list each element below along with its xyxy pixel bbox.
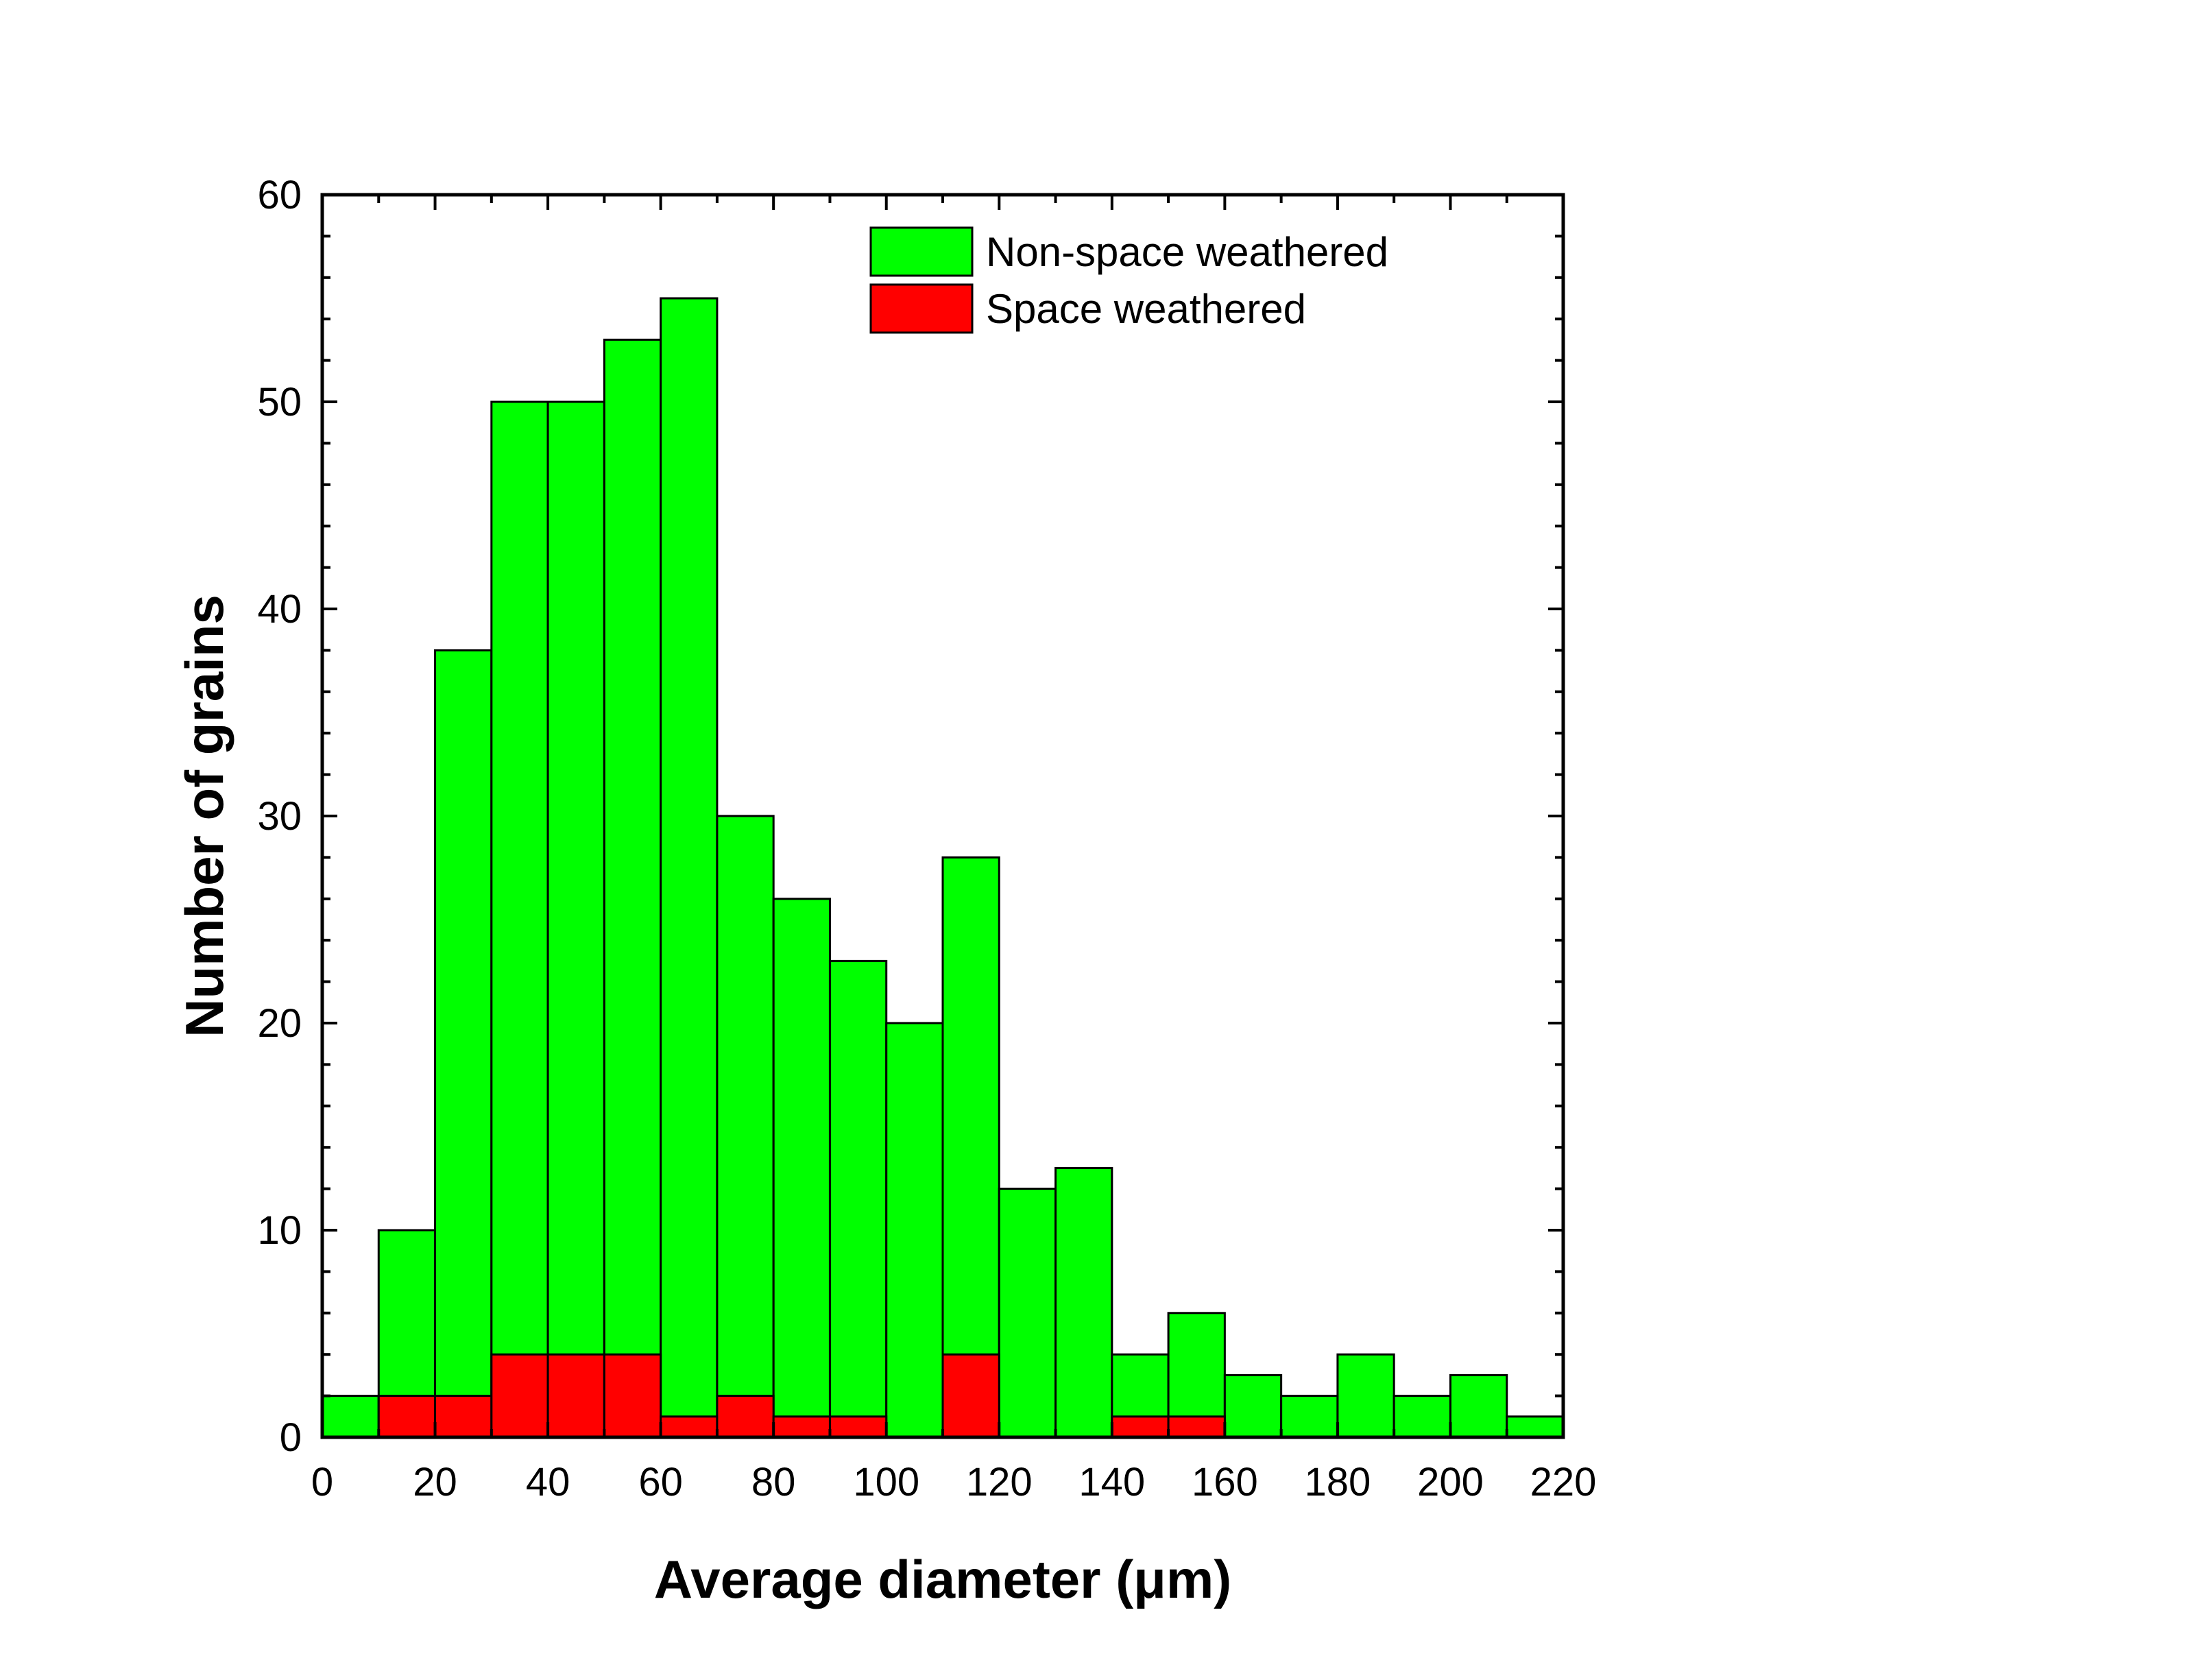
bar-non-space-weathered-30-40: [490, 400, 549, 1439]
bar-non-space-weathered-40-50: [546, 400, 605, 1439]
y-tick-label-60: 60: [257, 173, 302, 217]
legend-swatch-non-space-weathered: [869, 226, 974, 277]
bar-non-space-weathered-130-140: [1054, 1166, 1113, 1439]
y-tick-label-0: 0: [280, 1415, 302, 1460]
bar-non-space-weathered-170-180: [1280, 1395, 1339, 1439]
bar-space-weathered-80-90: [772, 1415, 831, 1439]
x-axis-title: Average diameter (μm): [654, 1549, 1231, 1609]
bar-non-space-weathered-0-10: [321, 1395, 380, 1439]
bar-non-space-weathered-210-220: [1506, 1415, 1565, 1439]
legend-label-space-weathered: Space weathered: [986, 286, 1306, 332]
bar-non-space-weathered-200-210: [1449, 1373, 1508, 1439]
bar-non-space-weathered-160-170: [1223, 1373, 1283, 1439]
bar-space-weathered-150-160: [1167, 1415, 1226, 1439]
bar-space-weathered-140-150: [1111, 1415, 1170, 1439]
bars-layer: [321, 297, 1565, 1439]
y-tick-label-40: 40: [257, 587, 302, 632]
bar-non-space-weathered-80-90: [772, 898, 831, 1439]
x-tick-label-120: 120: [966, 1460, 1033, 1504]
legend-swatch-space-weathered: [869, 283, 974, 334]
bar-space-weathered-30-40: [490, 1353, 549, 1439]
bar-space-weathered-50-60: [603, 1353, 662, 1439]
x-tick-label-40: 40: [526, 1460, 570, 1504]
y-tick-label-50: 50: [257, 380, 302, 424]
plot-frame: [320, 193, 1565, 1439]
x-tick-label-180: 180: [1305, 1460, 1371, 1504]
bar-non-space-weathered-190-200: [1393, 1395, 1451, 1439]
bar-non-space-weathered-180-190: [1336, 1353, 1395, 1439]
bar-space-weathered-10-20: [377, 1395, 437, 1439]
bar-non-space-weathered-110-120: [941, 856, 1000, 1439]
bar-non-space-weathered-50-60: [603, 338, 662, 1439]
legend: Non-space weathered Space weathered: [869, 226, 1388, 334]
x-tick-label-140: 140: [1078, 1460, 1145, 1504]
bar-space-weathered-60-70: [660, 1415, 719, 1439]
x-tick-label-20: 20: [413, 1460, 457, 1504]
bar-space-weathered-90-100: [828, 1415, 888, 1439]
bar-non-space-weathered-20-30: [434, 649, 493, 1439]
x-tick-label-160: 160: [1192, 1460, 1258, 1504]
bar-non-space-weathered-120-130: [998, 1188, 1057, 1439]
x-tick-label-60: 60: [638, 1460, 683, 1504]
tick-labels-layer: 0 20 40 60 80 100 120 140 160 180 200 220 0 10 20 30 40 5…: [257, 173, 1596, 1504]
bar-space-weathered-70-80: [716, 1395, 775, 1439]
legend-label-non-space-weathered: Non-space weathered: [986, 229, 1388, 275]
bar-non-space-weathered-90-100: [828, 959, 888, 1439]
bar-space-weathered-20-30: [434, 1395, 493, 1439]
x-tick-label-80: 80: [751, 1460, 796, 1504]
y-tick-label-10: 10: [257, 1208, 302, 1253]
y-axis-title: Number of grains: [174, 595, 234, 1037]
bar-space-weathered-40-50: [546, 1353, 605, 1439]
bar-non-space-weathered-70-80: [716, 815, 775, 1439]
y-tick-label-30: 30: [257, 794, 302, 839]
bar-non-space-weathered-100-110: [885, 1022, 944, 1439]
bar-space-weathered-110-120: [941, 1353, 1000, 1439]
bar-non-space-weathered-60-70: [660, 297, 719, 1439]
x-tick-label-200: 200: [1417, 1460, 1484, 1504]
x-tick-label-100: 100: [853, 1460, 919, 1504]
x-tick-label-220: 220: [1530, 1460, 1597, 1504]
x-tick-label-0: 0: [311, 1460, 333, 1504]
y-tick-label-20: 20: [257, 1001, 302, 1046]
